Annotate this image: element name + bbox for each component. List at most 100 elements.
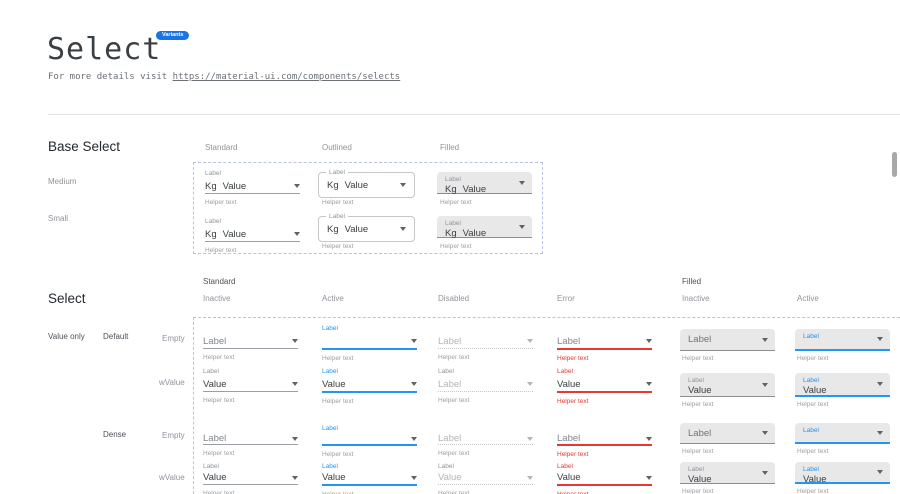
select-value: Value <box>203 472 227 483</box>
std-dense-error-wvalue-select: Label Value Helper text <box>557 463 652 494</box>
dropdown-arrow-icon <box>646 476 652 480</box>
helper-text: Helper text <box>322 451 417 458</box>
select-field[interactable]: Value <box>203 377 298 392</box>
base-filled-medium-select[interactable]: Label KgValue <box>437 172 532 194</box>
filled-dense-active-empty-select[interactable]: Label <box>795 423 890 444</box>
filled-inactive-wvalue-select[interactable]: Label Value <box>680 373 775 397</box>
base-select-heading: Base Select <box>48 139 120 154</box>
std-dense-error-empty-select: Label Helper text <box>557 425 652 458</box>
group-header-filled: Filled <box>682 277 701 286</box>
row-label-medium: Medium <box>48 177 76 186</box>
select-field[interactable] <box>322 433 417 446</box>
filled-inactive-empty-select[interactable]: Label <box>680 329 775 351</box>
base-outlined-small-select[interactable]: Label KgValue <box>318 216 415 242</box>
dropdown-arrow-icon <box>527 382 533 386</box>
column-header-filled: Filled <box>440 143 459 152</box>
select-field: Label <box>438 433 533 445</box>
dropdown-arrow-icon <box>646 437 652 441</box>
select-adornment: Kg <box>445 184 457 195</box>
helper-text: Helper text <box>322 199 353 206</box>
std-dense-inactive-empty-select: Label Helper text <box>203 425 298 457</box>
select-field: Label <box>438 377 533 392</box>
helper-text: Helper text <box>322 243 353 250</box>
float-label: Label <box>322 367 417 377</box>
material-ui-link[interactable]: https://material-ui.com/components/selec… <box>173 72 401 82</box>
select-field[interactable]: Label <box>203 334 298 349</box>
helper-text: Helper text <box>438 354 533 361</box>
helper-text: Helper text <box>438 450 533 457</box>
select-field[interactable]: KgValue <box>205 227 300 242</box>
select-field[interactable] <box>322 334 417 350</box>
variants-badge: Variants <box>156 31 189 40</box>
select-label: Label <box>205 217 300 227</box>
filled-dense-active-wvalue-select[interactable]: Label Value <box>795 462 890 484</box>
select-field[interactable]: Value <box>557 471 652 486</box>
base-filled-small-select[interactable]: Label KgValue <box>437 216 532 238</box>
select-field[interactable]: Value <box>322 471 417 486</box>
filled-dense-inactive-wvalue-select[interactable]: Label Value <box>680 462 775 484</box>
column-header-outlined: Outlined <box>322 143 352 152</box>
dropdown-arrow-icon <box>877 337 883 341</box>
select-field[interactable]: Value <box>322 377 417 393</box>
float-label-spacer <box>203 324 298 334</box>
column-header-inactive: Inactive <box>203 294 231 303</box>
row-label-dense: Dense <box>103 430 126 439</box>
select-value: Value <box>803 474 890 485</box>
float-label-spacer <box>438 425 533 433</box>
std-active-empty-select: Label Helper text <box>322 324 417 362</box>
helper-text: Helper text <box>797 355 828 362</box>
select-label: Label <box>205 169 300 179</box>
select-field[interactable]: KgValue <box>205 179 300 194</box>
column-header-error: Error <box>557 294 575 303</box>
dropdown-arrow-icon <box>877 382 883 386</box>
select-placeholder: Label <box>203 433 226 444</box>
group-header-standard: Standard <box>203 277 235 286</box>
select-field[interactable]: Label <box>557 334 652 350</box>
float-label: Label <box>322 324 417 334</box>
select-adornment: Kg <box>205 181 217 192</box>
vertical-scrollbar-thumb[interactable] <box>892 152 897 177</box>
filled-active-empty-select[interactable]: Label <box>795 329 890 351</box>
filled-active-wvalue-select[interactable]: Label Value <box>795 373 890 397</box>
filled-dense-inactive-empty-select[interactable]: Label <box>680 423 775 444</box>
helper-text: Helper text <box>203 490 298 494</box>
helper-text: Helper text <box>203 354 298 361</box>
select-field[interactable]: Label <box>557 433 652 446</box>
column-header-filled-inactive: Inactive <box>682 294 710 303</box>
select-field: Value <box>438 471 533 485</box>
subtitle: For more details visit https://material-… <box>48 72 400 82</box>
dropdown-arrow-icon <box>762 471 768 475</box>
select-placeholder: Label <box>688 334 711 345</box>
std-disabled-empty-select: Label Helper text <box>438 324 533 361</box>
base-standard-medium-select: Label KgValue Helper text <box>205 169 300 206</box>
std-dense-inactive-wvalue-select: Label Value Helper text <box>203 463 298 494</box>
float-label: Label <box>438 367 533 377</box>
select-field[interactable]: Label <box>203 433 298 445</box>
base-outlined-medium-select[interactable]: Label KgValue <box>318 172 415 198</box>
helper-text: Helper text <box>797 448 828 455</box>
helper-text: Helper text <box>440 199 471 206</box>
std-active-wvalue-select: Label Value Helper text <box>322 367 417 405</box>
select-value: Label <box>438 379 461 390</box>
dropdown-arrow-icon <box>519 225 525 229</box>
float-label-spacer <box>203 425 298 433</box>
column-header-disabled: Disabled <box>438 294 469 303</box>
select-field[interactable]: Value <box>557 377 652 393</box>
select-value: Value <box>688 474 775 485</box>
subtitle-text: For more details visit <box>48 72 173 82</box>
helper-text: Helper text <box>682 401 713 408</box>
helper-text: Helper text <box>205 199 300 206</box>
float-label: Label <box>322 425 417 433</box>
header-divider <box>48 114 900 115</box>
select-value: Value <box>203 379 227 390</box>
select-field: Label <box>438 334 533 349</box>
std-dense-disabled-wvalue-select: Label Value Helper text <box>438 463 533 494</box>
select-field[interactable]: Value <box>203 471 298 485</box>
select-value: Value <box>438 472 462 483</box>
helper-text: Helper text <box>682 488 713 494</box>
std-dense-active-empty-select: Label Helper text <box>322 425 417 458</box>
select-label: Label <box>326 213 348 221</box>
dropdown-arrow-icon <box>294 232 300 236</box>
select-placeholder: Label <box>557 433 580 444</box>
float-label: Label <box>557 367 652 377</box>
